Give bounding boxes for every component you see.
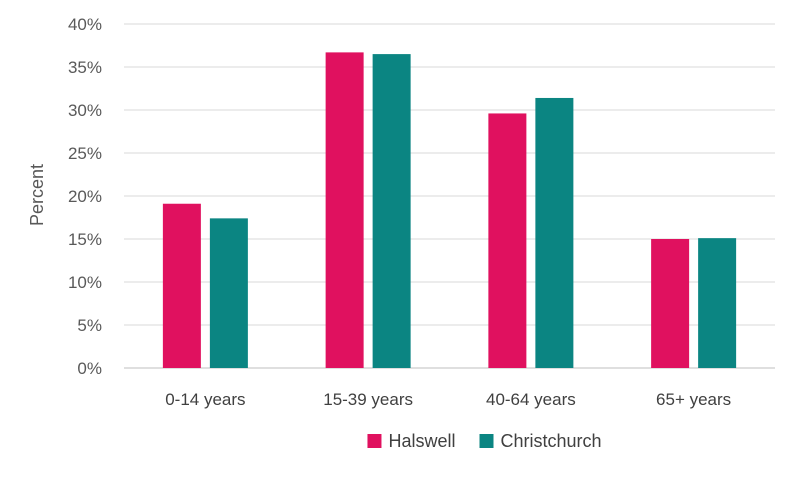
y-tick-label: 0%: [77, 359, 102, 378]
bar-christchurch-0: [209, 218, 248, 368]
bar-christchurch-1: [372, 54, 411, 368]
y-tick-label: 15%: [68, 230, 102, 249]
x-category-label: 0-14 years: [165, 390, 245, 409]
legend-swatch: [479, 434, 494, 448]
x-category-label: 40-64 years: [486, 390, 576, 409]
legend-item: Halswell: [367, 431, 456, 451]
x-category-label: 65+ years: [656, 390, 731, 409]
y-tick-label: 10%: [68, 273, 102, 292]
bar-halswell-1: [325, 52, 364, 368]
x-axis-categories: 0-14 years 15-39 years 40-64 years 65+ year…: [165, 390, 731, 409]
x-category-label: 15-39 years: [323, 390, 413, 409]
legend-label: Christchurch: [501, 431, 602, 451]
legend: Halswell Christchurch: [367, 431, 602, 451]
bar-halswell-0: [162, 203, 201, 368]
y-tick-label: 25%: [68, 144, 102, 163]
y-tick-label: 20%: [68, 187, 102, 206]
legend-label: Halswell: [388, 431, 455, 451]
y-tick-label: 35%: [68, 58, 102, 77]
legend-swatch: [367, 434, 382, 448]
bar-halswell-2: [488, 113, 527, 368]
bar-christchurch-3: [698, 238, 737, 368]
y-tick-label: 40%: [68, 15, 102, 34]
y-axis-title: Percent: [27, 164, 47, 226]
y-axis-ticks: 0% 5% 10% 15% 20% 25% 30% 35% 40%: [68, 15, 102, 378]
bar-halswell-3: [651, 239, 690, 368]
y-tick-label: 5%: [77, 316, 102, 335]
y-tick-label: 30%: [68, 101, 102, 120]
bars: [162, 52, 737, 369]
bar-christchurch-2: [535, 97, 574, 369]
legend-item: Christchurch: [479, 431, 602, 451]
